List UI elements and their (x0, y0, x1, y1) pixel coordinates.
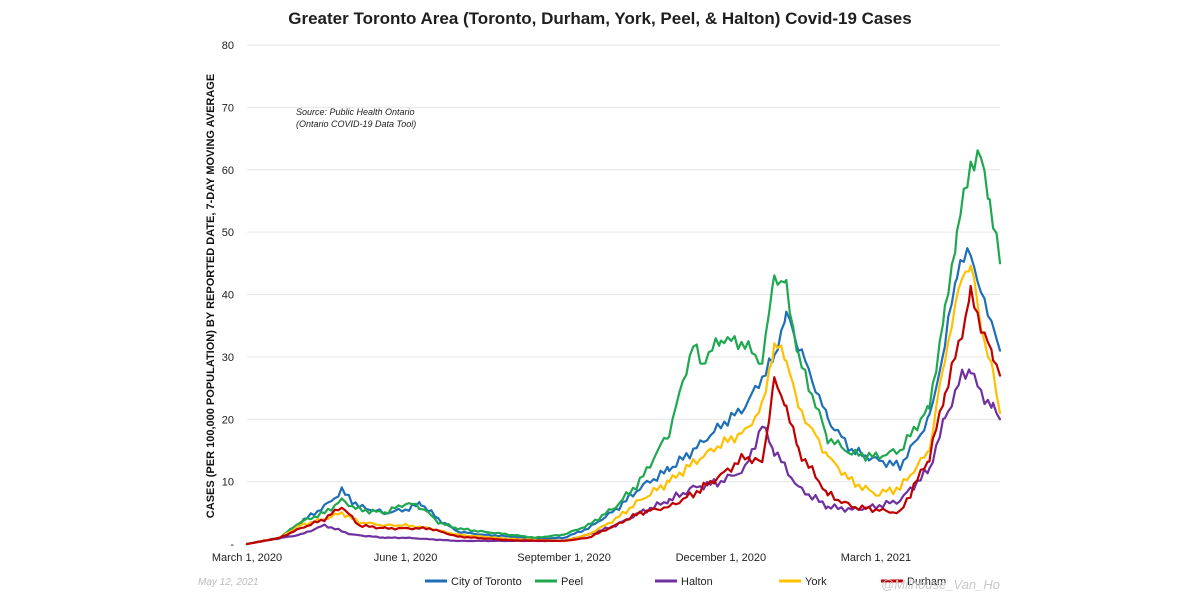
series-line-durham (245, 284, 1002, 546)
y-axis-label: CASES (PER 100,000 POPULATION) BY REPORT… (205, 74, 217, 518)
source-annotation-line-2: (Ontario COVID-19 Data Tool) (296, 119, 416, 129)
y-tick-label: 20 (222, 414, 234, 426)
x-axis-ticks: March 1, 2020 June 1, 2020 September 1, 20… (212, 552, 911, 564)
legend-label-city-of-toronto: City of Toronto (451, 576, 522, 588)
series-line-peel (245, 149, 1002, 546)
x-tick-label: March 1, 2021 (841, 552, 911, 564)
x-tick-label: December 1, 2020 (676, 552, 767, 564)
legend-label-halton: Halton (681, 576, 713, 588)
x-tick-label: March 1, 2020 (212, 552, 282, 564)
series-line-halton (245, 368, 1002, 546)
legend-label-durham: Durham (907, 576, 946, 588)
series-line-york (245, 264, 1002, 546)
gridlines (247, 44, 1000, 483)
y-tick-label: 50 (222, 227, 234, 239)
series-lines (245, 149, 1002, 546)
legend-label-york: York (805, 576, 827, 588)
legend: City of Toronto Peel Halton York Durham (425, 576, 946, 588)
date-stamp: May 12, 2021 (198, 577, 259, 588)
x-tick-label: June 1, 2020 (374, 552, 438, 564)
y-tick-label: 10 (222, 477, 234, 489)
author-handle: @Milhouse_Van_Ho (881, 577, 1000, 592)
source-annotation-line-1: Source: Public Health Ontario (296, 107, 415, 117)
y-tick-label: 30 (222, 352, 234, 364)
y-tick-label: 40 (222, 290, 234, 302)
y-tick-label: 60 (222, 165, 234, 177)
y-tick-label: 80 (222, 40, 234, 52)
y-axis-ticks: - 10 20 30 40 50 60 70 80 (222, 40, 235, 551)
x-tick-label: September 1, 2020 (517, 552, 611, 564)
y-tick-label: - (230, 539, 234, 551)
chart-title: Greater Toronto Area (Toronto, Durham, Y… (288, 9, 911, 28)
y-tick-label: 70 (222, 102, 234, 114)
legend-label-peel: Peel (561, 576, 583, 588)
